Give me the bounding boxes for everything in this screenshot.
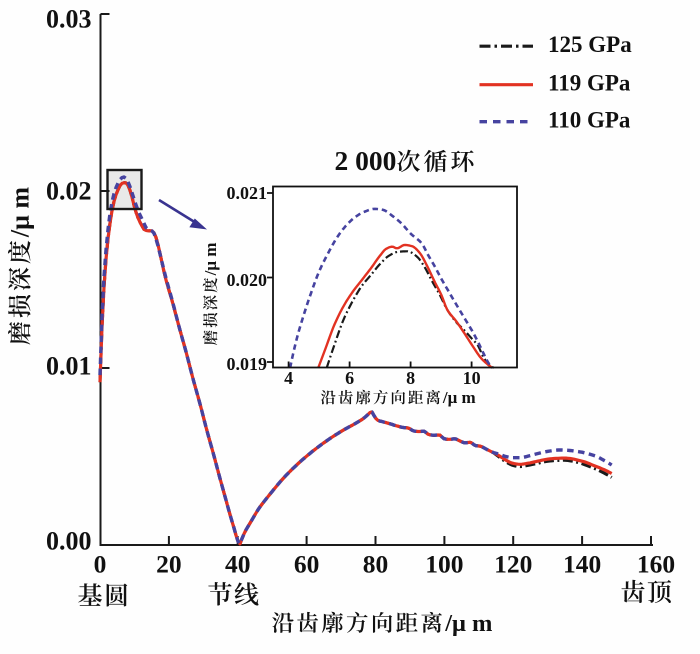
svg-text:40: 40 bbox=[225, 550, 251, 579]
svg-text:0.02: 0.02 bbox=[46, 176, 92, 205]
svg-text:119 GPa: 119 GPa bbox=[548, 70, 631, 95]
svg-text:2 000: 2 000 bbox=[335, 145, 397, 176]
svg-text:0.020: 0.020 bbox=[227, 270, 268, 290]
svg-text:0.01: 0.01 bbox=[46, 351, 92, 380]
svg-text:20: 20 bbox=[156, 550, 182, 579]
svg-text:140: 140 bbox=[563, 550, 601, 579]
svg-text:6: 6 bbox=[345, 368, 354, 388]
svg-text:8: 8 bbox=[406, 368, 415, 388]
svg-text:0.00: 0.00 bbox=[46, 526, 92, 555]
svg-text:0.03: 0.03 bbox=[46, 4, 92, 33]
svg-text:0: 0 bbox=[94, 550, 107, 579]
svg-text:0.021: 0.021 bbox=[227, 183, 268, 203]
svg-text:10: 10 bbox=[463, 368, 481, 388]
svg-text:100: 100 bbox=[425, 550, 463, 579]
svg-text:/μ m: /μ m bbox=[444, 610, 492, 637]
svg-text:125 GPa: 125 GPa bbox=[548, 32, 632, 57]
svg-text:/μ m: /μ m bbox=[201, 243, 220, 277]
svg-text:0.019: 0.019 bbox=[227, 354, 268, 374]
svg-text:/μ m: /μ m bbox=[442, 388, 476, 407]
svg-text:80: 80 bbox=[363, 550, 389, 579]
svg-text:4: 4 bbox=[284, 368, 293, 388]
svg-text:110 GPa: 110 GPa bbox=[548, 107, 631, 132]
svg-text:60: 60 bbox=[294, 550, 320, 579]
svg-text:120: 120 bbox=[494, 550, 532, 579]
svg-text:/μ m: /μ m bbox=[5, 187, 34, 238]
svg-text:160: 160 bbox=[637, 550, 675, 579]
